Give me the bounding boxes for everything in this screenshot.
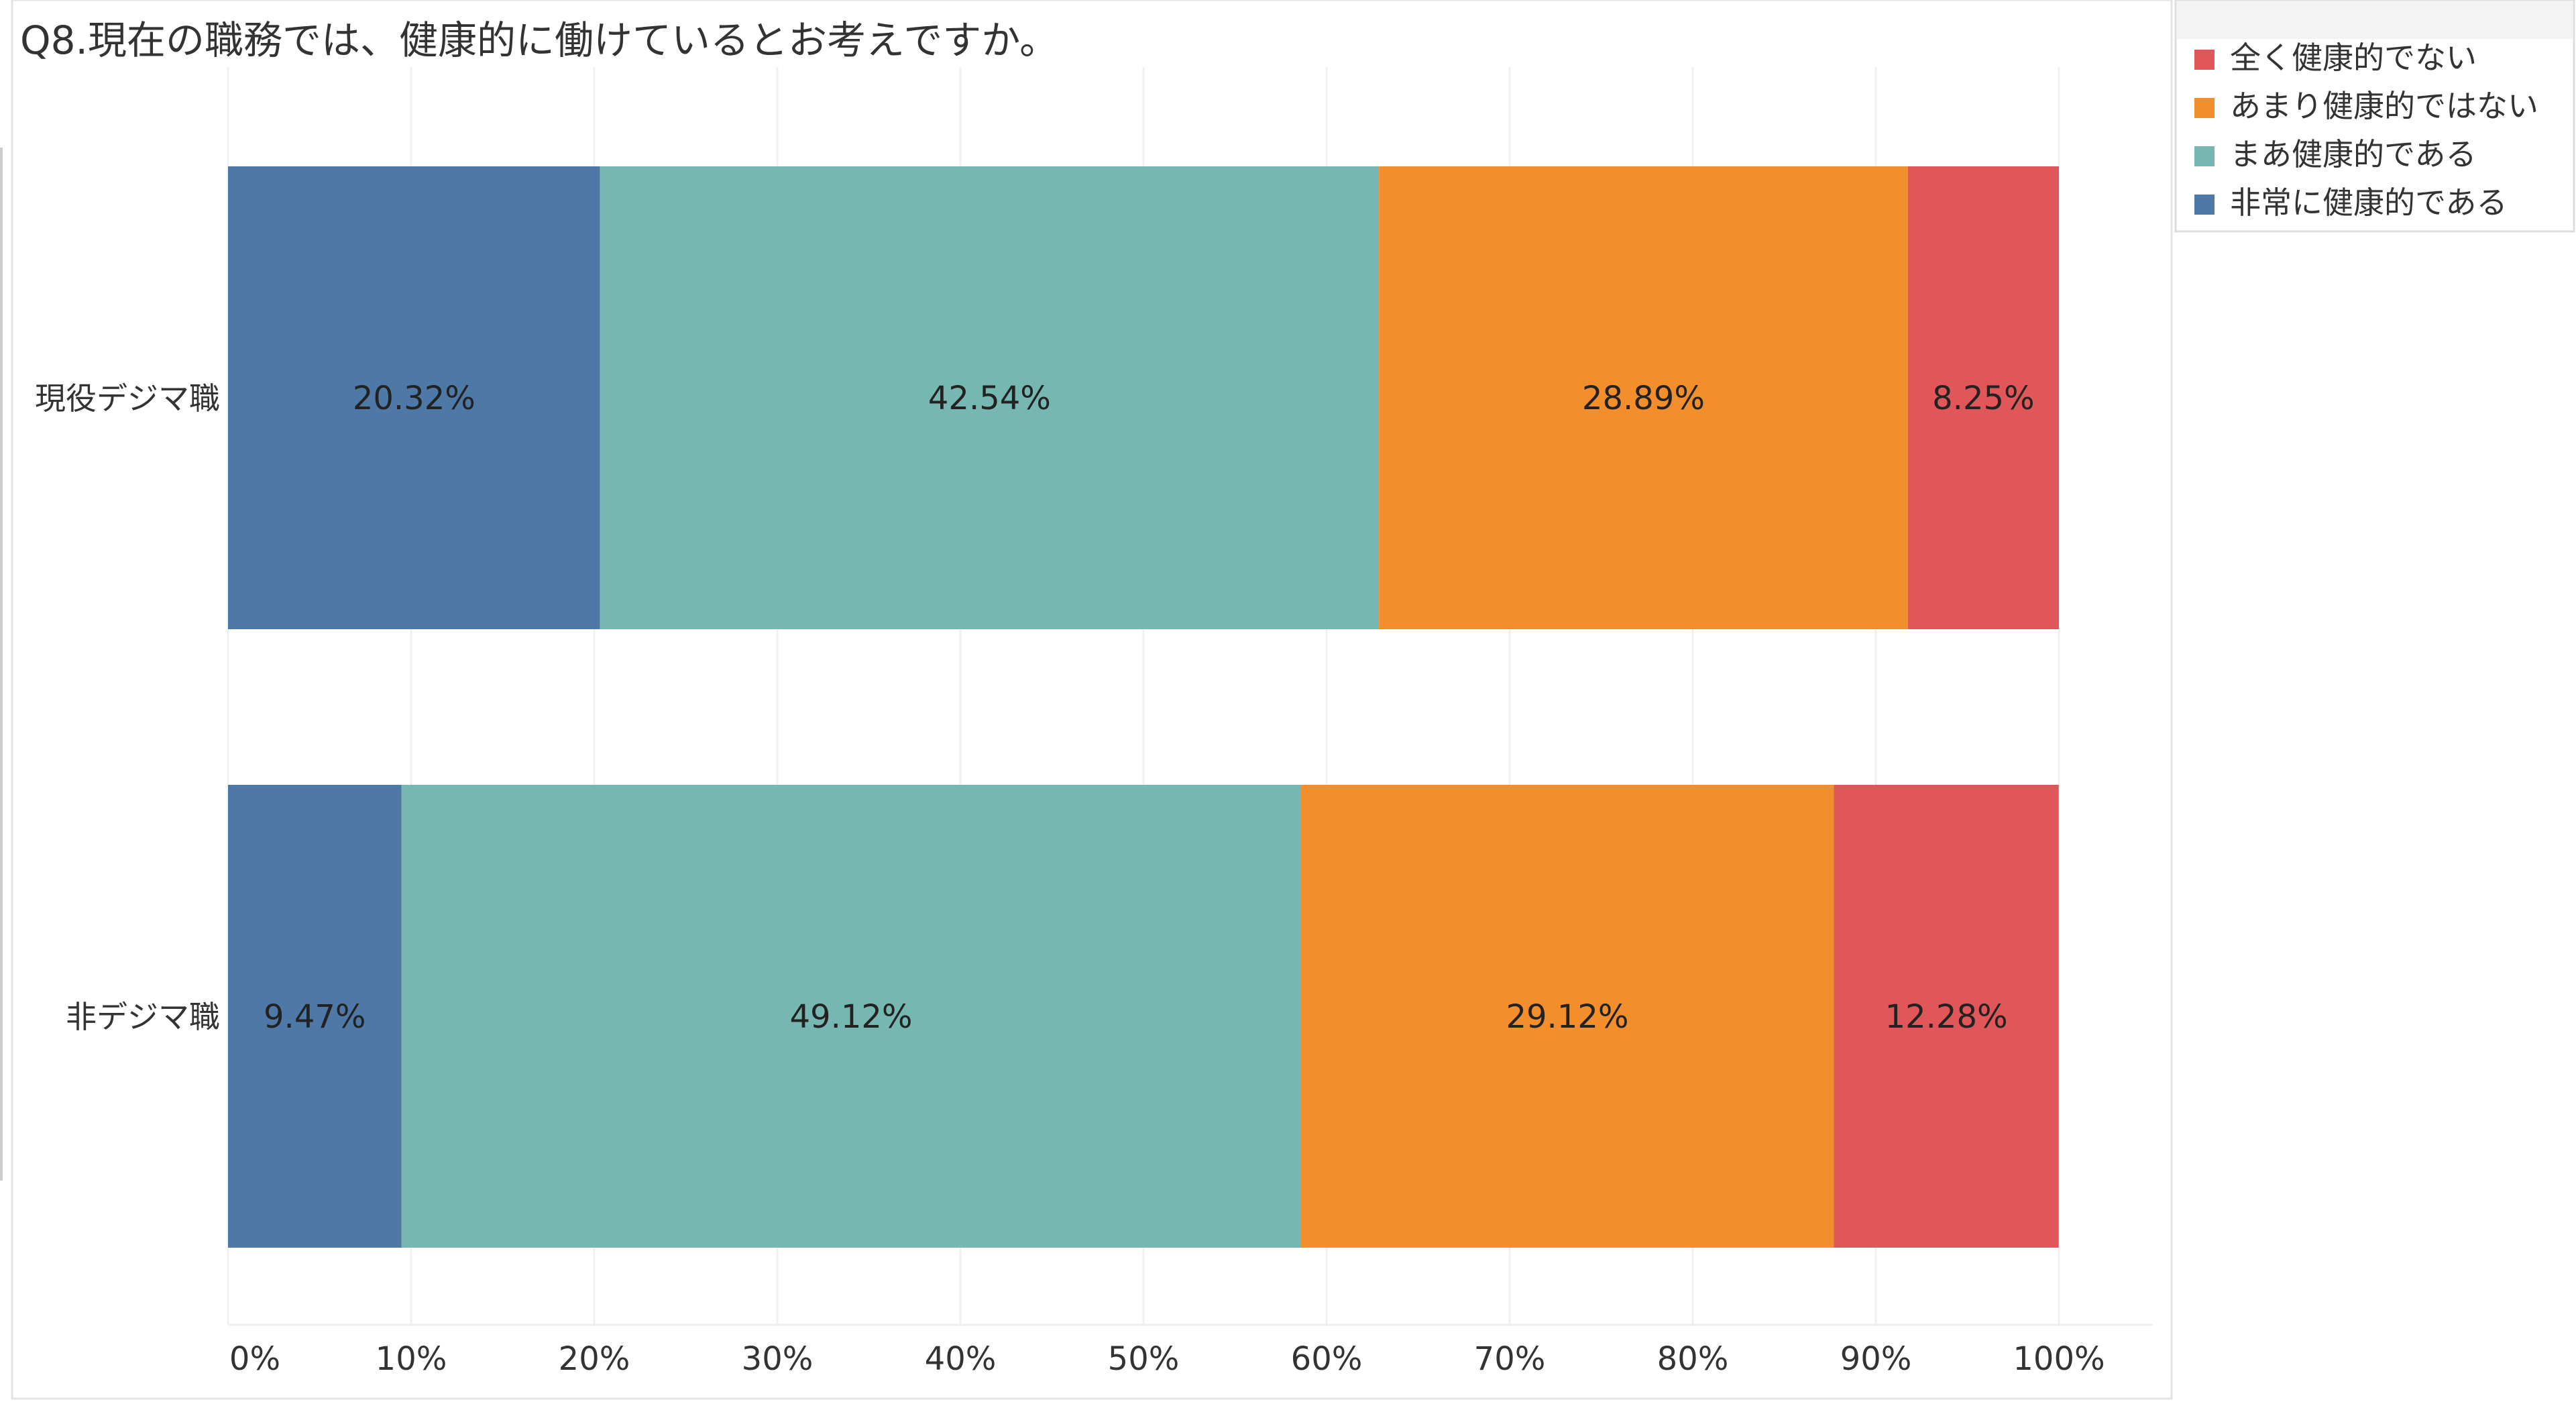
x-tick-label: 70% <box>1474 1340 1546 1378</box>
legend-label: 全く健康的でない <box>2230 40 2477 76</box>
bar-segment <box>1834 785 2059 1248</box>
x-tick-label: 50% <box>1108 1340 1180 1378</box>
bar-segment <box>1300 785 1834 1248</box>
bar-segment <box>1907 166 2059 629</box>
bar-segment <box>228 166 600 629</box>
x-tick-label: 60% <box>1291 1340 1363 1378</box>
legend-swatch <box>2194 98 2215 118</box>
data-label: 28.89% <box>1582 380 1705 417</box>
x-tick-label: 30% <box>742 1340 814 1378</box>
legend-swatch <box>2194 50 2215 70</box>
x-tick-label: 80% <box>1657 1340 1729 1378</box>
x-tick-label: 10% <box>376 1340 447 1378</box>
data-labels-layer: 20.32% 42.54% 28.89% 8.25% 9.47% 49.12% 29.12%… <box>264 380 2035 1036</box>
data-label: 29.12% <box>1506 998 1628 1036</box>
data-label: 8.25% <box>1932 380 2034 417</box>
legend-swatch <box>2194 195 2215 215</box>
legend-label: あまり健康的ではない <box>2230 88 2538 124</box>
chart-title: Q8.現在の職務では、健康的に働けているとお考えですか。 <box>20 17 1058 63</box>
legend-swatch <box>2194 146 2215 166</box>
category-label: 現役デジマ職 <box>35 380 220 417</box>
bar-segment <box>600 166 1380 629</box>
category-label: 非デジマ職 <box>66 999 220 1035</box>
x-tick-label: 100% <box>2013 1340 2105 1378</box>
data-label: 9.47% <box>264 998 366 1036</box>
bars-layer <box>228 166 2059 1248</box>
data-label: 42.54% <box>928 380 1051 417</box>
x-tick-label: 20% <box>559 1340 630 1378</box>
x-tick-label: 0% <box>229 1340 280 1378</box>
bar-segment <box>1379 166 1908 629</box>
legend-label: 非常に健康的である <box>2230 184 2508 221</box>
data-label: 20.32% <box>353 380 475 417</box>
data-label: 49.12% <box>790 998 913 1036</box>
bar-segment <box>401 785 1301 1248</box>
legend-header <box>2177 1 2573 39</box>
bar-segment <box>228 785 402 1248</box>
x-tick-label: 40% <box>925 1340 997 1378</box>
legend-label: まあ健康的である <box>2230 136 2477 172</box>
x-tick-labels-layer: 0% 10% 20% 30% 40% 50% 60% 70% 80% 90% 100% <box>229 1340 2105 1378</box>
x-tick-label: 90% <box>1840 1340 1912 1378</box>
data-label: 12.28% <box>1885 998 2008 1036</box>
